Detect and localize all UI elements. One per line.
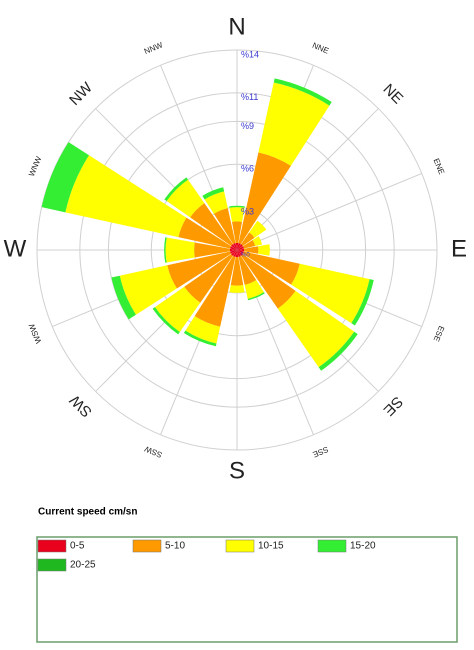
petal-segment	[183, 330, 217, 347]
petal-segment	[235, 242, 239, 250]
legend-label: 10-15	[258, 541, 284, 552]
r-tick-label: %9	[241, 121, 254, 131]
direction-label: SE	[380, 393, 406, 419]
petal-segment	[167, 251, 231, 289]
direction-label: SSE	[311, 445, 329, 459]
petal-segment	[351, 279, 374, 326]
petal-segment	[229, 207, 245, 222]
petal-segment	[185, 316, 221, 344]
legend-swatch	[132, 539, 162, 553]
petal-segment	[252, 236, 263, 247]
petal-segment	[229, 248, 237, 252]
petal-segment	[243, 239, 256, 249]
direction-label: W	[4, 235, 27, 262]
direction-label: WNW	[27, 155, 43, 178]
petal-segment	[166, 179, 205, 218]
legend-swatch	[317, 539, 347, 553]
direction-label: NNW	[143, 40, 165, 56]
petal-segment	[233, 243, 237, 250]
legend-box	[36, 536, 458, 643]
petal-segment	[229, 205, 245, 208]
petal-segment	[237, 250, 244, 254]
petal-segment	[258, 82, 330, 166]
petal-segment	[65, 155, 187, 238]
legend-swatch	[37, 558, 67, 572]
petal-segment	[229, 285, 245, 293]
petal-segment	[41, 142, 90, 213]
direction-label: SSW	[143, 444, 164, 459]
petal-segment	[231, 221, 243, 243]
petal-segment	[258, 244, 270, 256]
petal-segment	[237, 250, 243, 256]
legend-label: 20-25	[70, 560, 96, 571]
petal-segment	[318, 331, 358, 371]
petal-segment	[237, 248, 245, 252]
petal-segment	[237, 250, 241, 257]
legend-label: 0-5	[70, 541, 85, 552]
direction-label: WSW	[27, 322, 43, 345]
direction-label: NE	[380, 81, 407, 108]
legend-title: Current speed cm/sn	[38, 507, 137, 518]
petal-segment	[241, 232, 255, 246]
petal-segment	[194, 242, 230, 258]
legend-label: 15-20	[350, 541, 376, 552]
petal-segment	[204, 191, 228, 214]
petal-segment	[230, 246, 237, 250]
petal-segment	[154, 286, 201, 333]
petal-segment	[231, 244, 237, 250]
petal-segment	[152, 307, 180, 335]
direction-label: SW	[66, 391, 96, 421]
petal-segment	[244, 280, 264, 299]
direction-label: NW	[66, 79, 96, 109]
petal-segment	[194, 256, 236, 327]
petal-segment	[247, 292, 265, 301]
petal-segment	[119, 265, 177, 315]
direction-label: S	[229, 457, 245, 484]
r-tick-label: %14	[241, 49, 259, 59]
spoke	[236, 173, 422, 251]
petal-segment	[273, 78, 332, 106]
petal-segment	[178, 217, 231, 249]
petal-segment	[165, 237, 195, 263]
petal-segment	[237, 243, 241, 250]
r-tick-label: %6	[241, 164, 254, 174]
petal-segment	[233, 250, 237, 257]
r-tick-label: %3	[241, 207, 254, 217]
petal-segment	[243, 251, 300, 285]
petal-segment	[238, 256, 257, 285]
legend-label: 5-10	[165, 541, 185, 552]
petal-segment	[237, 246, 244, 250]
legend-swatch	[37, 539, 67, 553]
petal-segment	[164, 237, 167, 263]
petal-segment	[241, 254, 296, 309]
petal-segment	[244, 246, 259, 254]
petal-segment	[230, 257, 244, 286]
petal-segment	[237, 244, 243, 250]
direction-label: N	[228, 13, 245, 40]
petal-segment	[291, 263, 370, 324]
legend-swatch	[225, 539, 255, 553]
direction-label: ESE	[432, 324, 446, 342]
petal-segment	[202, 187, 225, 200]
r-tick-label: %11	[241, 92, 258, 102]
direction-label: NNE	[311, 41, 330, 56]
petal-segment	[184, 254, 233, 303]
petal-segment	[190, 203, 233, 246]
petal-segment	[230, 250, 237, 254]
petal-segment	[213, 208, 236, 244]
petal-segment	[235, 250, 239, 258]
petal-segment	[238, 152, 291, 244]
r-tick-label: %0	[241, 253, 250, 259]
petal-segment	[277, 290, 355, 368]
petal-segment	[164, 177, 188, 201]
petal-segment	[231, 250, 237, 256]
direction-label: ENE	[431, 157, 446, 176]
petal-segment	[111, 275, 136, 320]
petal-segment	[249, 220, 267, 238]
direction-label: E	[451, 235, 467, 262]
